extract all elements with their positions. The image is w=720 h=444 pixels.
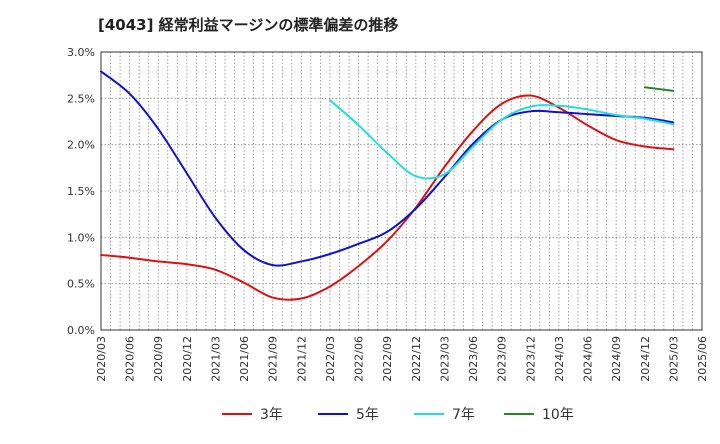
x-tick-label: 2020/06 [124, 336, 137, 382]
y-tick-label: 2.5% [67, 92, 95, 105]
x-tick-label: 2023/12 [524, 336, 537, 382]
x-tick-label: 2020/03 [95, 336, 108, 382]
series-line-1 [100, 94, 675, 301]
legend-label: 5年 [356, 407, 379, 423]
chart-title: [4043] 経常利益マージンの標準偏差の推移 [98, 16, 399, 34]
x-tick-label: 2021/12 [295, 336, 308, 382]
x-tick-label: 2023/03 [438, 336, 451, 382]
y-tick-label: 1.0% [67, 231, 95, 244]
x-tick-label: 2023/06 [467, 336, 480, 382]
y-tick-label: 3.0% [67, 46, 95, 59]
legend-label: 7年 [452, 407, 475, 423]
x-tick-label: 2024/12 [639, 336, 652, 382]
grid [100, 51, 703, 331]
x-tick-label: 2024/06 [582, 336, 595, 382]
x-tick-label: 2020/12 [181, 336, 194, 382]
x-tick-label: 2022/03 [324, 336, 337, 382]
x-tick-label: 2021/06 [238, 336, 251, 382]
series-line-2 [100, 70, 675, 267]
y-tick-label: 0.5% [67, 278, 95, 291]
axes: 0.0% 0.5% 1.0% 1.5% 2.0% 2.5% 3.0% 2020/03 2020/… [67, 46, 709, 382]
x-tick-label: 2025/06 [696, 336, 709, 382]
x-tick-label: 2021/03 [209, 336, 222, 382]
x-tick-label: 2021/09 [267, 336, 280, 382]
x-tick-label: 2022/12 [410, 336, 423, 382]
y-tick-label: 1.5% [67, 185, 95, 198]
x-tick-label: 2024/03 [553, 336, 566, 382]
x-tick-label: 2022/06 [353, 336, 366, 382]
y-tick-label: 2.0% [67, 139, 95, 152]
legend: 3年 5年 7年 10年 [222, 407, 574, 423]
x-tick-label: 2022/09 [381, 336, 394, 382]
series-line-4 [643, 86, 675, 92]
x-tick-label: 2025/03 [667, 336, 680, 382]
x-tick-label: 2020/09 [152, 336, 165, 382]
x-tick-label: 2024/09 [610, 336, 623, 382]
plot-frame [100, 51, 703, 331]
series-line-3 [328, 99, 675, 180]
legend-label: 3年 [260, 407, 283, 423]
x-tick-label: 2023/09 [496, 336, 509, 382]
legend-label: 10年 [542, 407, 574, 423]
y-tick-label: 0.0% [67, 324, 95, 337]
series-lines [100, 70, 675, 301]
